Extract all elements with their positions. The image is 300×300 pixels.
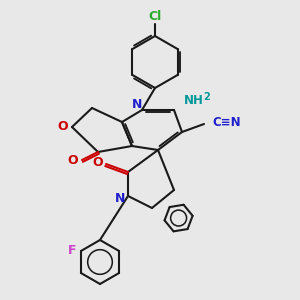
Text: N: N	[132, 98, 142, 110]
Text: C≡N: C≡N	[212, 116, 241, 128]
Text: NH: NH	[184, 94, 204, 106]
Text: O: O	[68, 154, 78, 167]
Text: Cl: Cl	[148, 11, 162, 23]
Text: O: O	[58, 119, 68, 133]
Text: F: F	[68, 244, 76, 256]
Text: 2: 2	[203, 92, 210, 102]
Text: O: O	[93, 155, 103, 169]
Text: N: N	[115, 191, 125, 205]
